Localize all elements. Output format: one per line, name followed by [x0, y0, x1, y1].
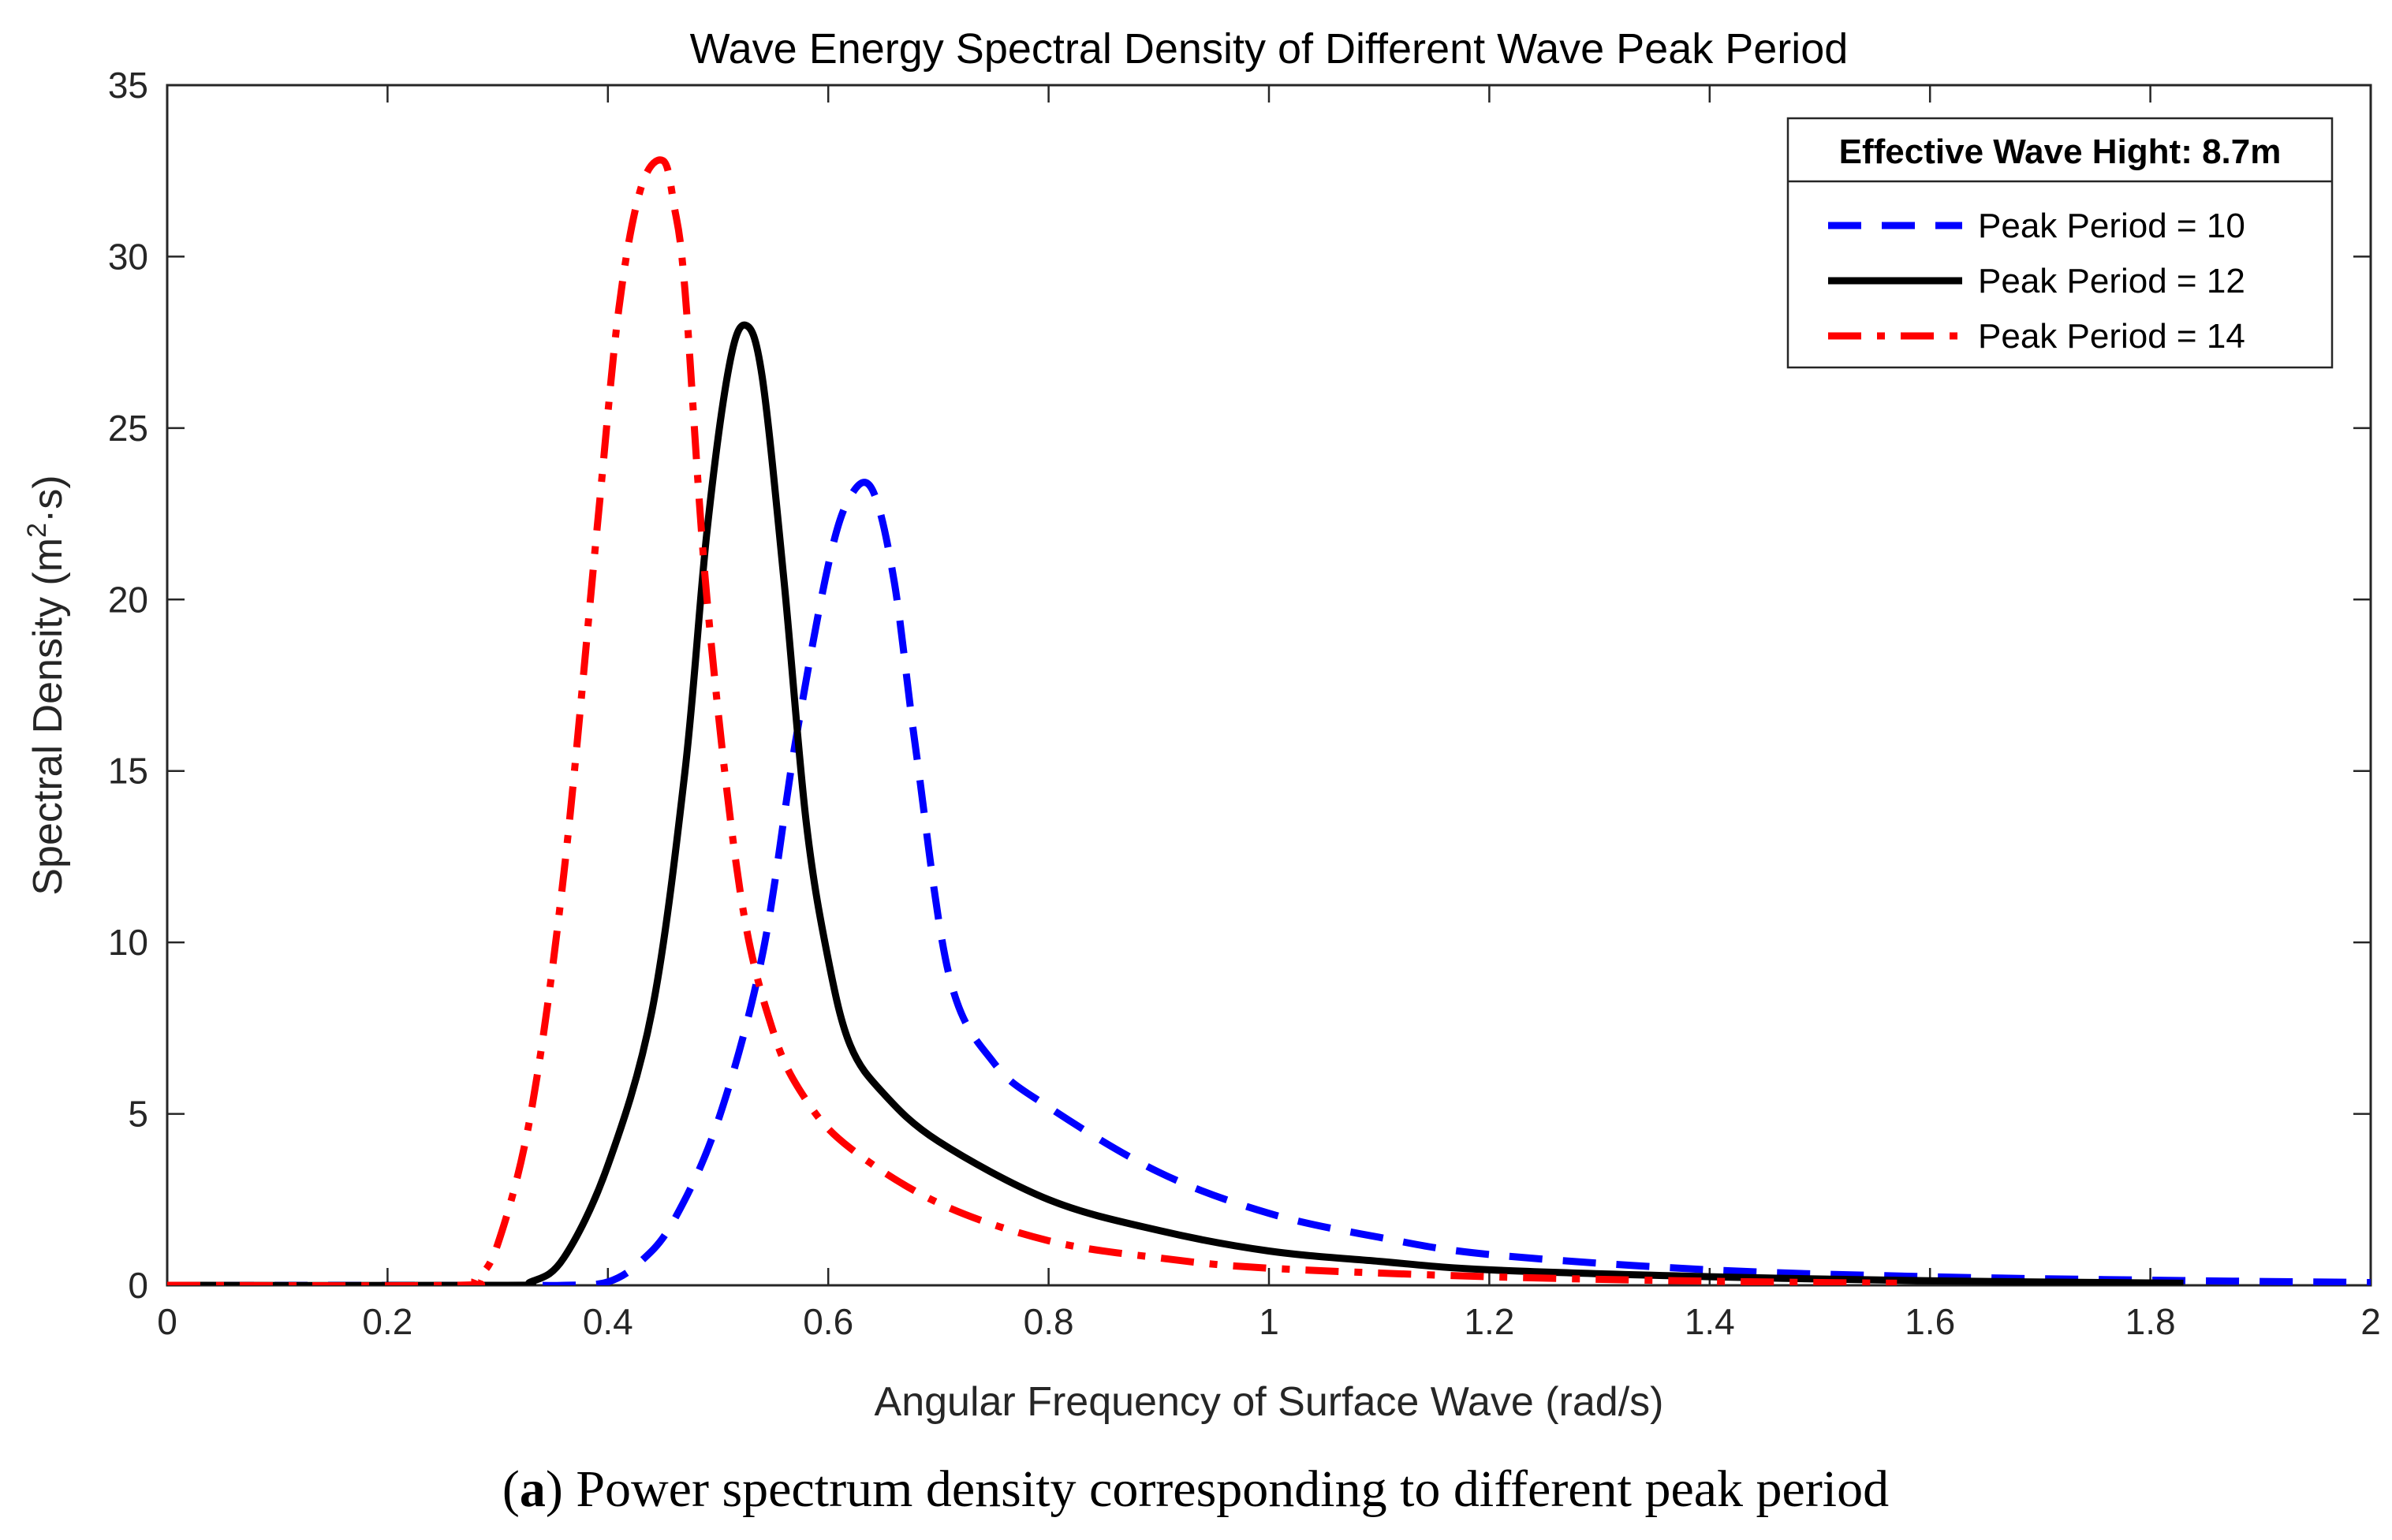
series-line-3 [167, 156, 1898, 1285]
x-tick-label: 0.4 [583, 1301, 633, 1342]
y-axis-label: Spectral Density (m2·s) [22, 475, 71, 895]
caption: (a) Power spectrum density corresponding… [502, 1460, 1889, 1518]
y-tick-label: 10 [108, 922, 148, 963]
x-tick-label: 1.4 [1685, 1301, 1735, 1342]
x-tick-label: 1 [1259, 1301, 1279, 1342]
series-line-2 [167, 321, 2184, 1285]
x-tick-label: 0 [157, 1301, 177, 1342]
legend: Effective Wave Hight: 8.7m Peak Period =… [1786, 117, 2334, 369]
series-line-1 [167, 479, 2371, 1285]
chart-title: Wave Energy Spectral Density of Differen… [690, 25, 1849, 73]
x-tick-label: 1.6 [1905, 1301, 1955, 1342]
x-tick-label: 0.2 [362, 1301, 412, 1342]
caption-text: Power spectrum density corresponding to … [576, 1460, 1889, 1518]
y-tick-label: 30 [108, 236, 148, 277]
y-tick-label: 15 [108, 751, 148, 792]
x-tick-label: 0.8 [1024, 1301, 1074, 1342]
x-axis-label: Angular Frequency of Surface Wave (rad/s… [875, 1379, 1664, 1425]
y-axis-label-tail: ·s) [25, 475, 71, 523]
y-tick-label: 5 [128, 1094, 148, 1135]
y-axis-ticks: 0 5 10 15 20 25 30 35 [108, 65, 2371, 1306]
x-tick-label: 1.8 [2125, 1301, 2176, 1342]
y-tick-label: 20 [108, 579, 148, 620]
y-tick-label: 25 [108, 408, 148, 449]
y-tick-label: 35 [108, 65, 148, 106]
y-axis-label-superscript: 2 [22, 523, 52, 538]
x-tick-label: 1.2 [1464, 1301, 1514, 1342]
legend-label-3: Peak Period = 14 [1978, 317, 2245, 356]
legend-title: Effective Wave Hight: 8.7m [1839, 132, 2282, 171]
x-tick-label: 2 [2360, 1301, 2381, 1342]
x-axis-ticks: 0 0.2 0.4 0.6 0.8 1 1.2 1.4 1.6 1.8 2 [157, 85, 2381, 1342]
legend-box [1786, 117, 2334, 369]
y-axis-label-main: Spectral Density (m [25, 538, 71, 896]
legend-label-2: Peak Period = 12 [1978, 262, 2245, 300]
series-group [167, 156, 2371, 1285]
caption-label: a [520, 1460, 546, 1518]
x-tick-label: 0.6 [803, 1301, 853, 1342]
legend-entries: Peak Period = 10 Peak Period = 12 Peak Per… [1828, 207, 2245, 356]
y-tick-label: 0 [128, 1265, 148, 1306]
legend-label-1: Peak Period = 10 [1978, 207, 2245, 245]
